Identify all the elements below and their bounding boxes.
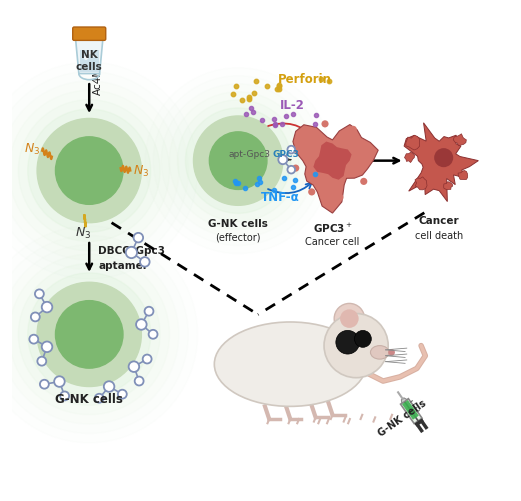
Text: TNF-α: TNF-α [261, 190, 300, 203]
Circle shape [95, 394, 104, 403]
Circle shape [140, 258, 150, 267]
Circle shape [126, 247, 137, 259]
Circle shape [321, 121, 329, 128]
Text: DBCO-Gpc3: DBCO-Gpc3 [98, 245, 165, 256]
Circle shape [297, 137, 305, 144]
Circle shape [84, 57, 88, 61]
Text: $\mathit{N}_3$: $\mathit{N}_3$ [133, 164, 150, 179]
Text: (effector): (effector) [215, 231, 261, 241]
Circle shape [288, 146, 295, 154]
Circle shape [60, 392, 69, 401]
Circle shape [38, 357, 46, 366]
Circle shape [334, 304, 365, 334]
Text: Perforin: Perforin [278, 73, 332, 86]
Polygon shape [313, 142, 352, 180]
Circle shape [54, 377, 65, 387]
Circle shape [143, 355, 152, 364]
Circle shape [308, 189, 315, 196]
Polygon shape [404, 153, 415, 163]
Circle shape [18, 101, 160, 242]
Circle shape [193, 117, 283, 206]
Polygon shape [406, 136, 420, 151]
Circle shape [29, 335, 38, 344]
Text: G-NK cells: G-NK cells [376, 398, 428, 438]
Polygon shape [402, 400, 419, 420]
Circle shape [40, 380, 49, 389]
Circle shape [37, 283, 141, 387]
Circle shape [42, 342, 52, 352]
Circle shape [177, 101, 299, 222]
Circle shape [133, 233, 143, 243]
Circle shape [278, 156, 288, 165]
Circle shape [292, 165, 299, 172]
Text: $\mathit{N}_3$: $\mathit{N}_3$ [24, 141, 40, 156]
Ellipse shape [214, 322, 366, 407]
Circle shape [354, 331, 371, 348]
Circle shape [104, 381, 115, 392]
Text: apt-Gpc3: apt-Gpc3 [228, 149, 270, 158]
Text: $\mathit{N}_3$: $\mathit{N}_3$ [75, 225, 91, 240]
Circle shape [148, 330, 157, 339]
Polygon shape [415, 177, 427, 190]
Circle shape [9, 255, 169, 415]
Circle shape [337, 194, 343, 201]
Circle shape [288, 166, 295, 174]
Polygon shape [458, 171, 468, 180]
Polygon shape [80, 51, 98, 73]
Circle shape [360, 178, 367, 185]
Circle shape [55, 301, 123, 368]
Text: NK
cells: NK cells [76, 50, 103, 72]
Polygon shape [293, 125, 378, 214]
Text: GPC3$^+$: GPC3$^+$ [313, 222, 352, 235]
Circle shape [434, 149, 453, 168]
Text: Cancer: Cancer [419, 216, 460, 226]
Circle shape [185, 109, 291, 214]
FancyBboxPatch shape [73, 28, 106, 41]
Circle shape [88, 52, 92, 55]
Circle shape [118, 390, 127, 399]
Circle shape [91, 54, 95, 58]
Circle shape [388, 349, 395, 356]
Text: Cancer cell: Cancer cell [305, 236, 359, 246]
Circle shape [350, 127, 357, 134]
Text: cell death: cell death [415, 230, 463, 240]
Circle shape [144, 307, 154, 316]
Polygon shape [401, 398, 407, 403]
Circle shape [9, 91, 169, 252]
Circle shape [55, 138, 123, 205]
Circle shape [28, 110, 151, 232]
Circle shape [35, 290, 44, 299]
Text: G-NK cells: G-NK cells [208, 218, 268, 228]
Text: aptamer: aptamer [98, 261, 148, 271]
Circle shape [340, 310, 358, 328]
Circle shape [31, 313, 40, 322]
Polygon shape [401, 399, 422, 424]
Circle shape [28, 274, 151, 396]
Polygon shape [76, 40, 103, 75]
Circle shape [129, 362, 139, 372]
Circle shape [209, 133, 267, 190]
Circle shape [136, 320, 146, 330]
Circle shape [135, 377, 144, 386]
Circle shape [324, 314, 388, 378]
Polygon shape [444, 182, 453, 190]
Polygon shape [404, 124, 478, 202]
Circle shape [37, 119, 141, 223]
Circle shape [42, 302, 52, 313]
Circle shape [366, 150, 373, 157]
Polygon shape [453, 134, 466, 147]
Ellipse shape [370, 346, 389, 359]
Circle shape [336, 331, 359, 354]
Text: GPC3: GPC3 [272, 149, 299, 158]
Text: IL-2: IL-2 [280, 99, 305, 112]
Text: Ac4ManAz: Ac4ManAz [93, 41, 103, 94]
Circle shape [18, 264, 160, 405]
Text: G-NK cells: G-NK cells [55, 393, 123, 406]
Circle shape [169, 93, 307, 230]
